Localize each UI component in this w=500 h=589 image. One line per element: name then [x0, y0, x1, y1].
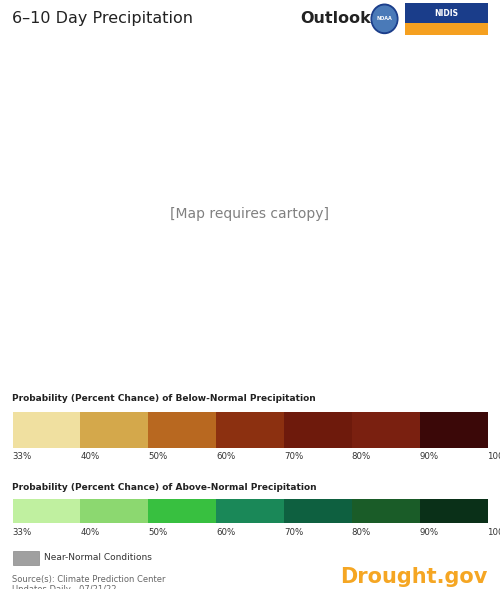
Text: 40%: 40% [80, 528, 100, 537]
Bar [216, 412, 284, 448]
Text: 40%: 40% [80, 452, 100, 461]
Bar [284, 412, 352, 448]
Text: 70%: 70% [284, 528, 303, 537]
Text: Outlook: Outlook [300, 11, 371, 25]
Text: 50%: 50% [148, 528, 168, 537]
Text: Updates Daily - 07/21/22: Updates Daily - 07/21/22 [12, 585, 117, 589]
Text: 33%: 33% [12, 452, 32, 461]
Bar [148, 499, 216, 523]
Text: 33%: 33% [12, 528, 32, 537]
Text: 60%: 60% [216, 528, 236, 537]
Text: 50%: 50% [148, 452, 168, 461]
Text: NIDIS: NIDIS [434, 9, 458, 18]
Bar [352, 499, 420, 523]
Text: 90%: 90% [420, 528, 439, 537]
Text: Near-Normal Conditions: Near-Normal Conditions [44, 553, 152, 562]
Text: Probability (Percent Chance) of Above-Normal Precipitation: Probability (Percent Chance) of Above-No… [12, 483, 317, 492]
Bar [148, 412, 216, 448]
Text: 60%: 60% [216, 452, 236, 461]
Text: 80%: 80% [352, 528, 371, 537]
Bar [12, 412, 80, 448]
Circle shape [371, 4, 398, 34]
Bar [216, 499, 284, 523]
Bar [352, 412, 420, 448]
Text: 80%: 80% [352, 452, 371, 461]
Bar [284, 499, 352, 523]
Circle shape [373, 6, 396, 32]
Text: 100%: 100% [488, 452, 500, 461]
Bar [12, 551, 38, 565]
Text: NOAA: NOAA [376, 16, 392, 21]
Text: 90%: 90% [420, 452, 439, 461]
Text: 70%: 70% [284, 452, 303, 461]
Bar [420, 412, 488, 448]
Bar [420, 499, 488, 523]
Text: Probability (Percent Chance) of Below-Normal Precipitation: Probability (Percent Chance) of Below-No… [12, 394, 316, 403]
Bar [80, 499, 148, 523]
Text: 6–10 Day Precipitation: 6–10 Day Precipitation [12, 11, 198, 25]
Bar [12, 499, 80, 523]
Text: [Map requires cartopy]: [Map requires cartopy] [170, 207, 330, 221]
Bar [405, 3, 487, 22]
Text: Source(s): Climate Prediction Center: Source(s): Climate Prediction Center [12, 575, 166, 584]
Text: Drought.gov: Drought.gov [340, 567, 488, 587]
Bar [80, 412, 148, 448]
Bar [405, 22, 487, 35]
Text: 100%: 100% [488, 528, 500, 537]
